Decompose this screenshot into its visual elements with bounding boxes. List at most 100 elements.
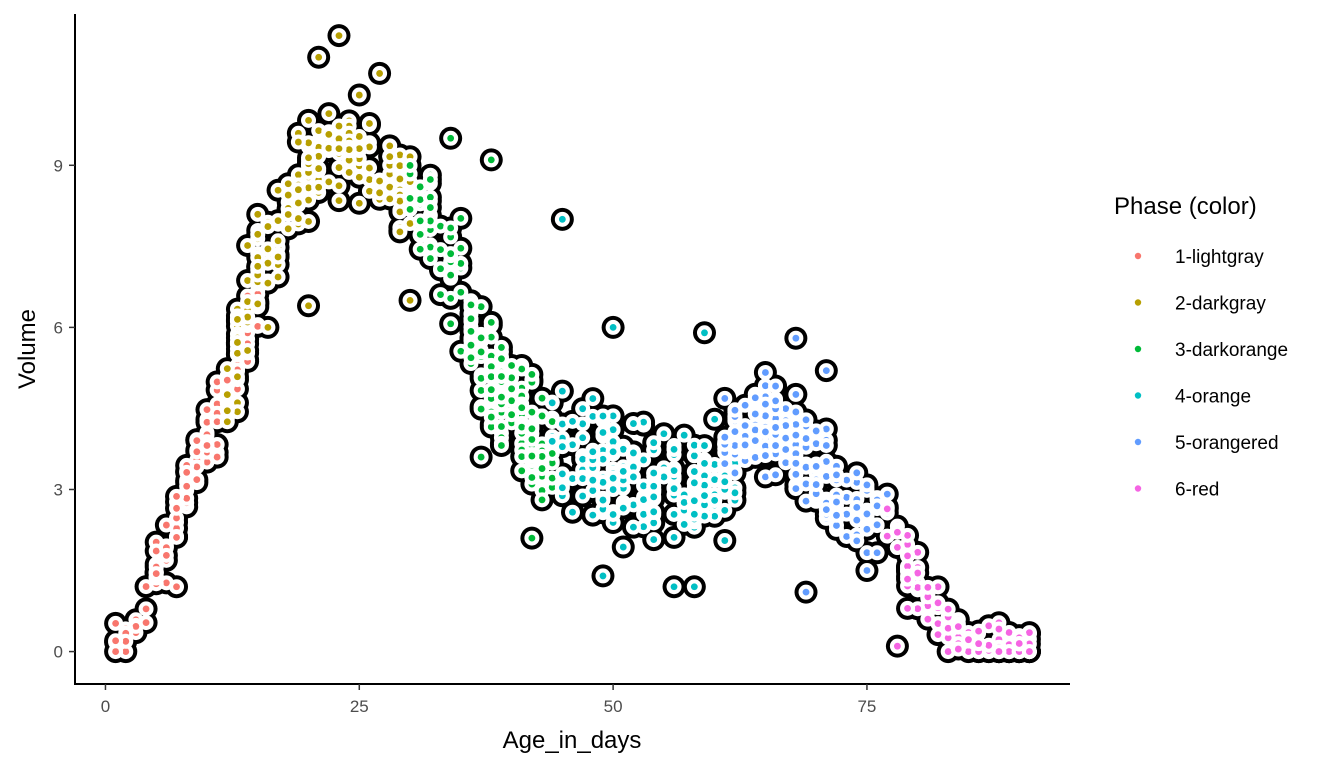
data-point [487, 423, 495, 431]
data-point [213, 378, 221, 386]
data-point [650, 519, 658, 527]
data-point [762, 412, 769, 420]
data-point [701, 472, 708, 480]
data-point [457, 260, 465, 267]
data-point [406, 296, 414, 304]
data-point [812, 490, 820, 498]
data-point [741, 422, 749, 430]
data-point [924, 583, 932, 591]
data-point [498, 442, 505, 449]
data-point [305, 139, 312, 147]
data-point [355, 173, 363, 181]
data-point [345, 156, 353, 164]
data-point [477, 334, 485, 342]
data-point [213, 400, 221, 408]
data-point [538, 496, 546, 504]
legend-key [1134, 252, 1142, 260]
data-point [731, 489, 739, 497]
data-point [822, 473, 830, 480]
data-point [203, 442, 211, 449]
data-point [640, 456, 647, 464]
data-point [457, 244, 465, 252]
data-point [680, 521, 688, 528]
data-point [711, 415, 719, 423]
data-point [569, 475, 576, 482]
data-point [609, 511, 617, 518]
data-point [528, 474, 536, 481]
data-point [426, 204, 434, 211]
data-point [802, 463, 810, 471]
data-point [406, 205, 414, 213]
data-point [548, 474, 556, 482]
data-point [751, 394, 759, 402]
data-point [528, 425, 536, 433]
data-point [904, 552, 911, 560]
data-point [518, 365, 526, 373]
data-point [701, 512, 708, 520]
data-point [802, 416, 810, 424]
data-point [609, 438, 617, 446]
data-point [447, 224, 455, 232]
y-tick-label: 6 [54, 318, 63, 337]
data-point [284, 180, 292, 188]
data-point [630, 473, 637, 481]
data-point [274, 273, 282, 281]
data-point [690, 497, 698, 505]
data-point [508, 374, 515, 382]
data-point [305, 184, 312, 192]
data-point [305, 218, 312, 225]
legend-label: 1-lightgray [1175, 247, 1264, 268]
data-point [366, 120, 373, 127]
data-point [467, 315, 475, 323]
data-point [853, 537, 861, 545]
data-point [772, 414, 779, 422]
data-point [741, 441, 749, 449]
data-point [244, 277, 252, 284]
data-point [640, 496, 647, 504]
data-point [264, 223, 272, 230]
data-point [782, 422, 790, 429]
data-point [812, 481, 820, 488]
data-point [457, 347, 465, 355]
data-point [975, 640, 983, 648]
data-point [863, 567, 871, 574]
data-point [944, 605, 952, 613]
data-point [853, 478, 861, 486]
data-point [498, 355, 505, 363]
data-point [173, 533, 180, 541]
data-point [599, 412, 607, 420]
data-point [274, 253, 282, 261]
data-point [173, 583, 180, 591]
data-point [762, 428, 769, 436]
point-layer [108, 28, 1037, 660]
x-axis-ticks: 0 25 50 75 [101, 684, 876, 716]
data-point [376, 70, 383, 77]
data-point [325, 110, 333, 118]
data-point [599, 429, 607, 436]
data-point [498, 393, 505, 401]
data-point [183, 494, 191, 502]
data-point [396, 162, 404, 170]
data-point [619, 445, 627, 453]
data-point [843, 510, 851, 518]
data-point [589, 413, 597, 420]
data-point [812, 462, 820, 470]
data-point [558, 420, 566, 428]
data-point [508, 397, 515, 405]
data-point [701, 492, 708, 500]
data-point [183, 482, 191, 490]
data-point [640, 482, 647, 490]
data-point [579, 455, 587, 463]
data-point [701, 460, 708, 467]
data-point [954, 623, 962, 631]
data-point [873, 502, 881, 510]
data-point [508, 362, 515, 369]
data-point [244, 298, 252, 306]
data-point [426, 217, 434, 225]
data-point [589, 476, 597, 484]
data-point [274, 186, 282, 194]
data-point [548, 437, 556, 445]
legend-key [1134, 299, 1142, 306]
data-point [558, 443, 566, 451]
data-point [335, 135, 343, 143]
